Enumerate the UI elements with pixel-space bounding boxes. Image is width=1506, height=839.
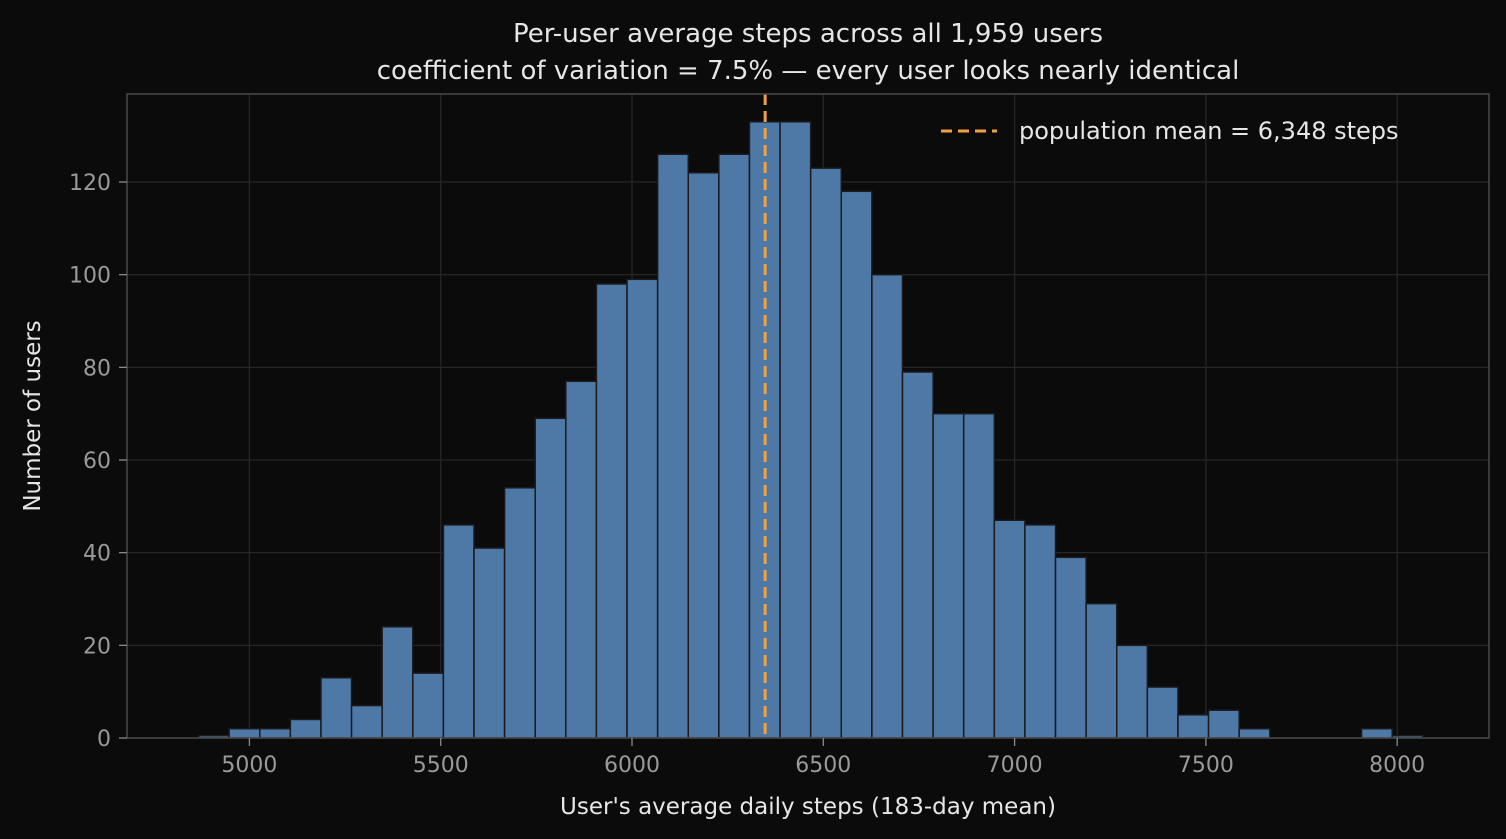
histogram-bar xyxy=(993,519,1026,739)
chart-subtitle: coefficient of variation = 7.5% — every … xyxy=(377,56,1240,86)
histogram-bar xyxy=(871,273,904,739)
histogram-bar xyxy=(962,412,996,739)
histogram-bar xyxy=(687,172,720,739)
histogram-bar xyxy=(565,380,598,739)
histogram-bar xyxy=(1146,686,1179,739)
histogram-bar xyxy=(259,727,292,739)
y-axis-label: Number of users xyxy=(20,320,46,511)
histogram-bar xyxy=(809,167,843,739)
y-tick-label: 100 xyxy=(69,264,111,289)
histogram-bar xyxy=(381,626,414,739)
y-tick-label: 120 xyxy=(69,171,111,196)
histogram-bar xyxy=(442,524,475,739)
histogram-bar xyxy=(595,283,628,739)
histogram-bar xyxy=(1177,714,1210,739)
histogram-bar xyxy=(779,121,812,739)
histogram-bar xyxy=(350,704,383,739)
histogram-bar xyxy=(626,278,659,739)
x-tick-label: 6000 xyxy=(604,753,660,778)
x-tick-label: 7000 xyxy=(987,753,1043,778)
histogram-bar xyxy=(412,672,445,739)
histogram-bar xyxy=(1024,524,1057,739)
x-tick-label: 8000 xyxy=(1369,753,1425,778)
plot-frame xyxy=(126,93,1490,739)
y-ticks: 0 20 40 60 80 100 120 xyxy=(69,171,127,752)
x-tick-label: 5000 xyxy=(221,753,277,778)
x-tick-label: 5500 xyxy=(413,753,469,778)
histogram-bar xyxy=(320,677,353,739)
histogram-bar xyxy=(228,727,261,739)
x-tick-label: 6500 xyxy=(795,753,851,778)
y-tick-label: 40 xyxy=(83,542,111,567)
y-tick-label: 20 xyxy=(83,634,111,659)
y-tick-label: 60 xyxy=(83,449,111,474)
x-tick-label: 7500 xyxy=(1178,753,1234,778)
x-axis-label: User's average daily steps (183-day mean… xyxy=(560,794,1056,820)
y-tick-label: 80 xyxy=(83,356,111,381)
histogram-bar xyxy=(534,417,567,739)
chart-title: Per-user average steps across all 1,959 … xyxy=(513,19,1103,49)
histogram-bar xyxy=(1238,727,1271,739)
histogram-bar xyxy=(1054,556,1087,739)
histogram-bar xyxy=(840,190,873,739)
histogram-bar xyxy=(1115,644,1149,739)
histogram-bar xyxy=(932,412,965,739)
histogram-bar xyxy=(1360,727,1393,739)
bars-layer xyxy=(197,121,1424,739)
histogram-bar xyxy=(503,487,536,739)
histogram-bar xyxy=(1085,602,1118,739)
histogram-bar xyxy=(1207,709,1240,739)
histogram-bar xyxy=(901,371,934,739)
histogram-bar xyxy=(656,153,690,739)
y-tick-label: 0 xyxy=(97,727,111,752)
legend-mean-label: population mean = 6,348 steps xyxy=(1019,117,1399,145)
histogram-bar xyxy=(473,547,506,739)
histogram-bar xyxy=(289,718,322,739)
x-ticks: 5000 5500 6000 6500 7000 7500 8000 xyxy=(221,738,1425,778)
legend: population mean = 6,348 steps xyxy=(941,117,1399,145)
histogram-bar xyxy=(718,153,751,739)
histogram-bar xyxy=(748,121,781,739)
